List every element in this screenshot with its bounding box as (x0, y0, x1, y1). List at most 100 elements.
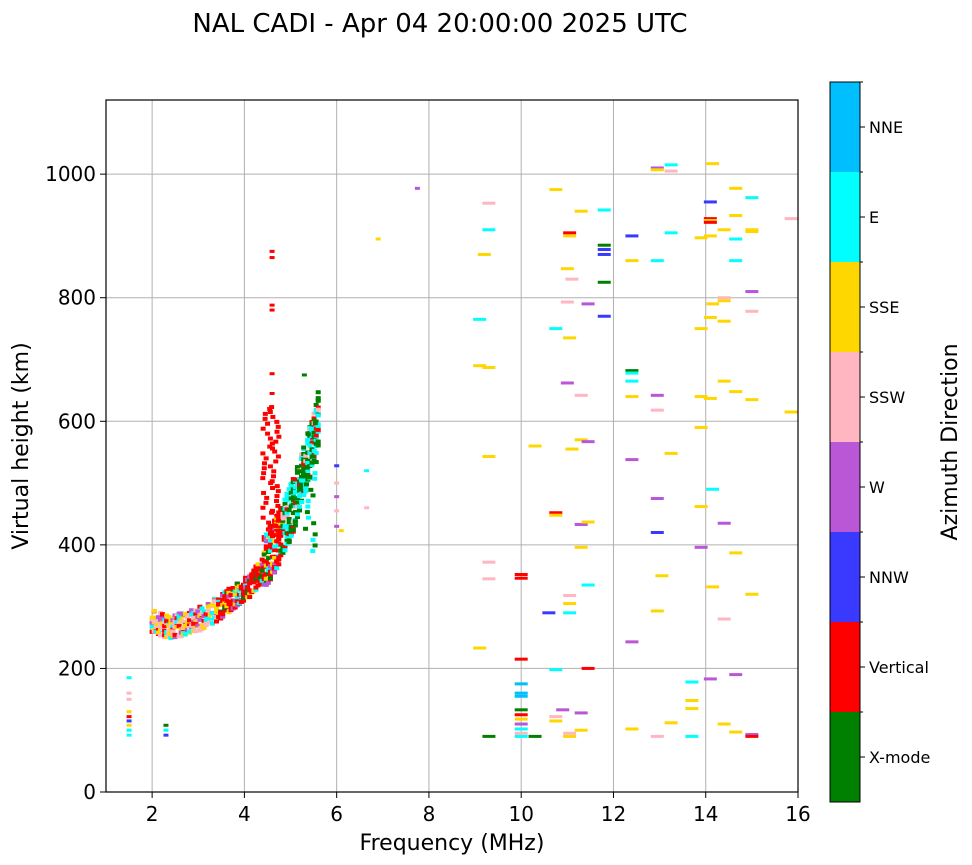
data-point (275, 528, 281, 533)
data-point (299, 483, 305, 488)
data-point (286, 508, 292, 513)
data-point (514, 657, 528, 661)
data-point (265, 421, 271, 426)
data-point (717, 228, 731, 232)
data-point (272, 570, 278, 575)
data-point (625, 234, 639, 238)
data-point (251, 573, 257, 578)
colorbar: X-mode Vertical NNW W SSW SSE E NNE (829, 81, 930, 803)
data-point (269, 249, 275, 253)
data-point (274, 523, 280, 528)
data-point (549, 513, 563, 517)
data-point (265, 431, 271, 436)
data-point (157, 633, 163, 638)
data-point (303, 453, 309, 458)
data-point (286, 520, 292, 525)
data-point (213, 619, 219, 624)
data-point (126, 733, 132, 737)
data-point (625, 395, 639, 399)
data-point (685, 707, 699, 711)
data-point (514, 573, 528, 577)
data-point (271, 469, 277, 474)
data-point (180, 619, 186, 624)
data-point (176, 624, 182, 629)
data-point (625, 369, 639, 373)
data-point (625, 640, 639, 644)
data-point (263, 532, 269, 537)
data-point (334, 464, 340, 468)
data-point (292, 477, 298, 482)
colorbar-segment (830, 262, 860, 352)
data-point (685, 734, 699, 738)
y-tick-label: 600 (58, 409, 96, 433)
colorbar-frame (829, 81, 861, 803)
data-point (275, 424, 281, 429)
data-point (313, 409, 319, 414)
data-point (375, 237, 381, 241)
data-point (203, 617, 209, 622)
data-point (274, 484, 280, 489)
data-point (301, 445, 307, 450)
data-point (263, 456, 269, 461)
data-point (514, 722, 528, 726)
data-point (514, 576, 528, 580)
data-point (313, 433, 319, 438)
data-point (299, 499, 305, 504)
data-point (262, 416, 268, 421)
data-point (308, 487, 314, 492)
data-point (263, 578, 269, 583)
data-point (312, 476, 318, 481)
data-point (514, 708, 528, 712)
data-point (650, 734, 664, 738)
plot-frame (105, 99, 799, 793)
data-point (514, 734, 528, 738)
grid-lines (106, 100, 799, 793)
x-tick-label: 12 (601, 802, 626, 826)
data-point (574, 209, 588, 213)
x-tick-label: 16 (785, 802, 810, 826)
data-point (126, 723, 132, 727)
data-point (315, 427, 321, 432)
data-point (473, 364, 487, 368)
x-axis-ticks: 2 4 6 8 10 12 14 16 (146, 792, 811, 826)
data-point (126, 691, 132, 695)
data-point (267, 548, 273, 553)
data-point (187, 618, 193, 623)
data-point (729, 390, 743, 394)
data-point (514, 694, 528, 698)
data-point (261, 461, 267, 466)
data-point (270, 534, 276, 539)
data-point (284, 534, 290, 539)
data-point (284, 494, 290, 499)
data-point (269, 308, 275, 312)
data-point (207, 617, 213, 622)
data-point (473, 317, 487, 321)
data-point (269, 508, 275, 513)
data-point (625, 379, 639, 383)
data-point (745, 230, 759, 234)
data-point (263, 576, 269, 581)
data-point (271, 474, 277, 479)
data-point (274, 559, 280, 564)
data-point (269, 303, 275, 307)
data-point (149, 624, 155, 629)
data-point (269, 405, 275, 410)
data-point (261, 471, 267, 476)
data-point (574, 393, 588, 397)
data-point (260, 505, 266, 510)
data-point (294, 500, 300, 505)
y-axis-label: Virtual height (km) (9, 342, 34, 549)
data-point (264, 495, 270, 500)
data-point (297, 508, 303, 513)
data-point (294, 515, 300, 520)
data-point (275, 518, 281, 523)
data-point (514, 717, 528, 721)
data-point (274, 419, 280, 424)
colorbar-tick-label: SSW (869, 388, 905, 407)
data-point (267, 576, 273, 581)
data-point (275, 503, 281, 508)
data-point (157, 623, 163, 628)
data-point (549, 715, 563, 719)
colorbar-segment (830, 712, 860, 802)
